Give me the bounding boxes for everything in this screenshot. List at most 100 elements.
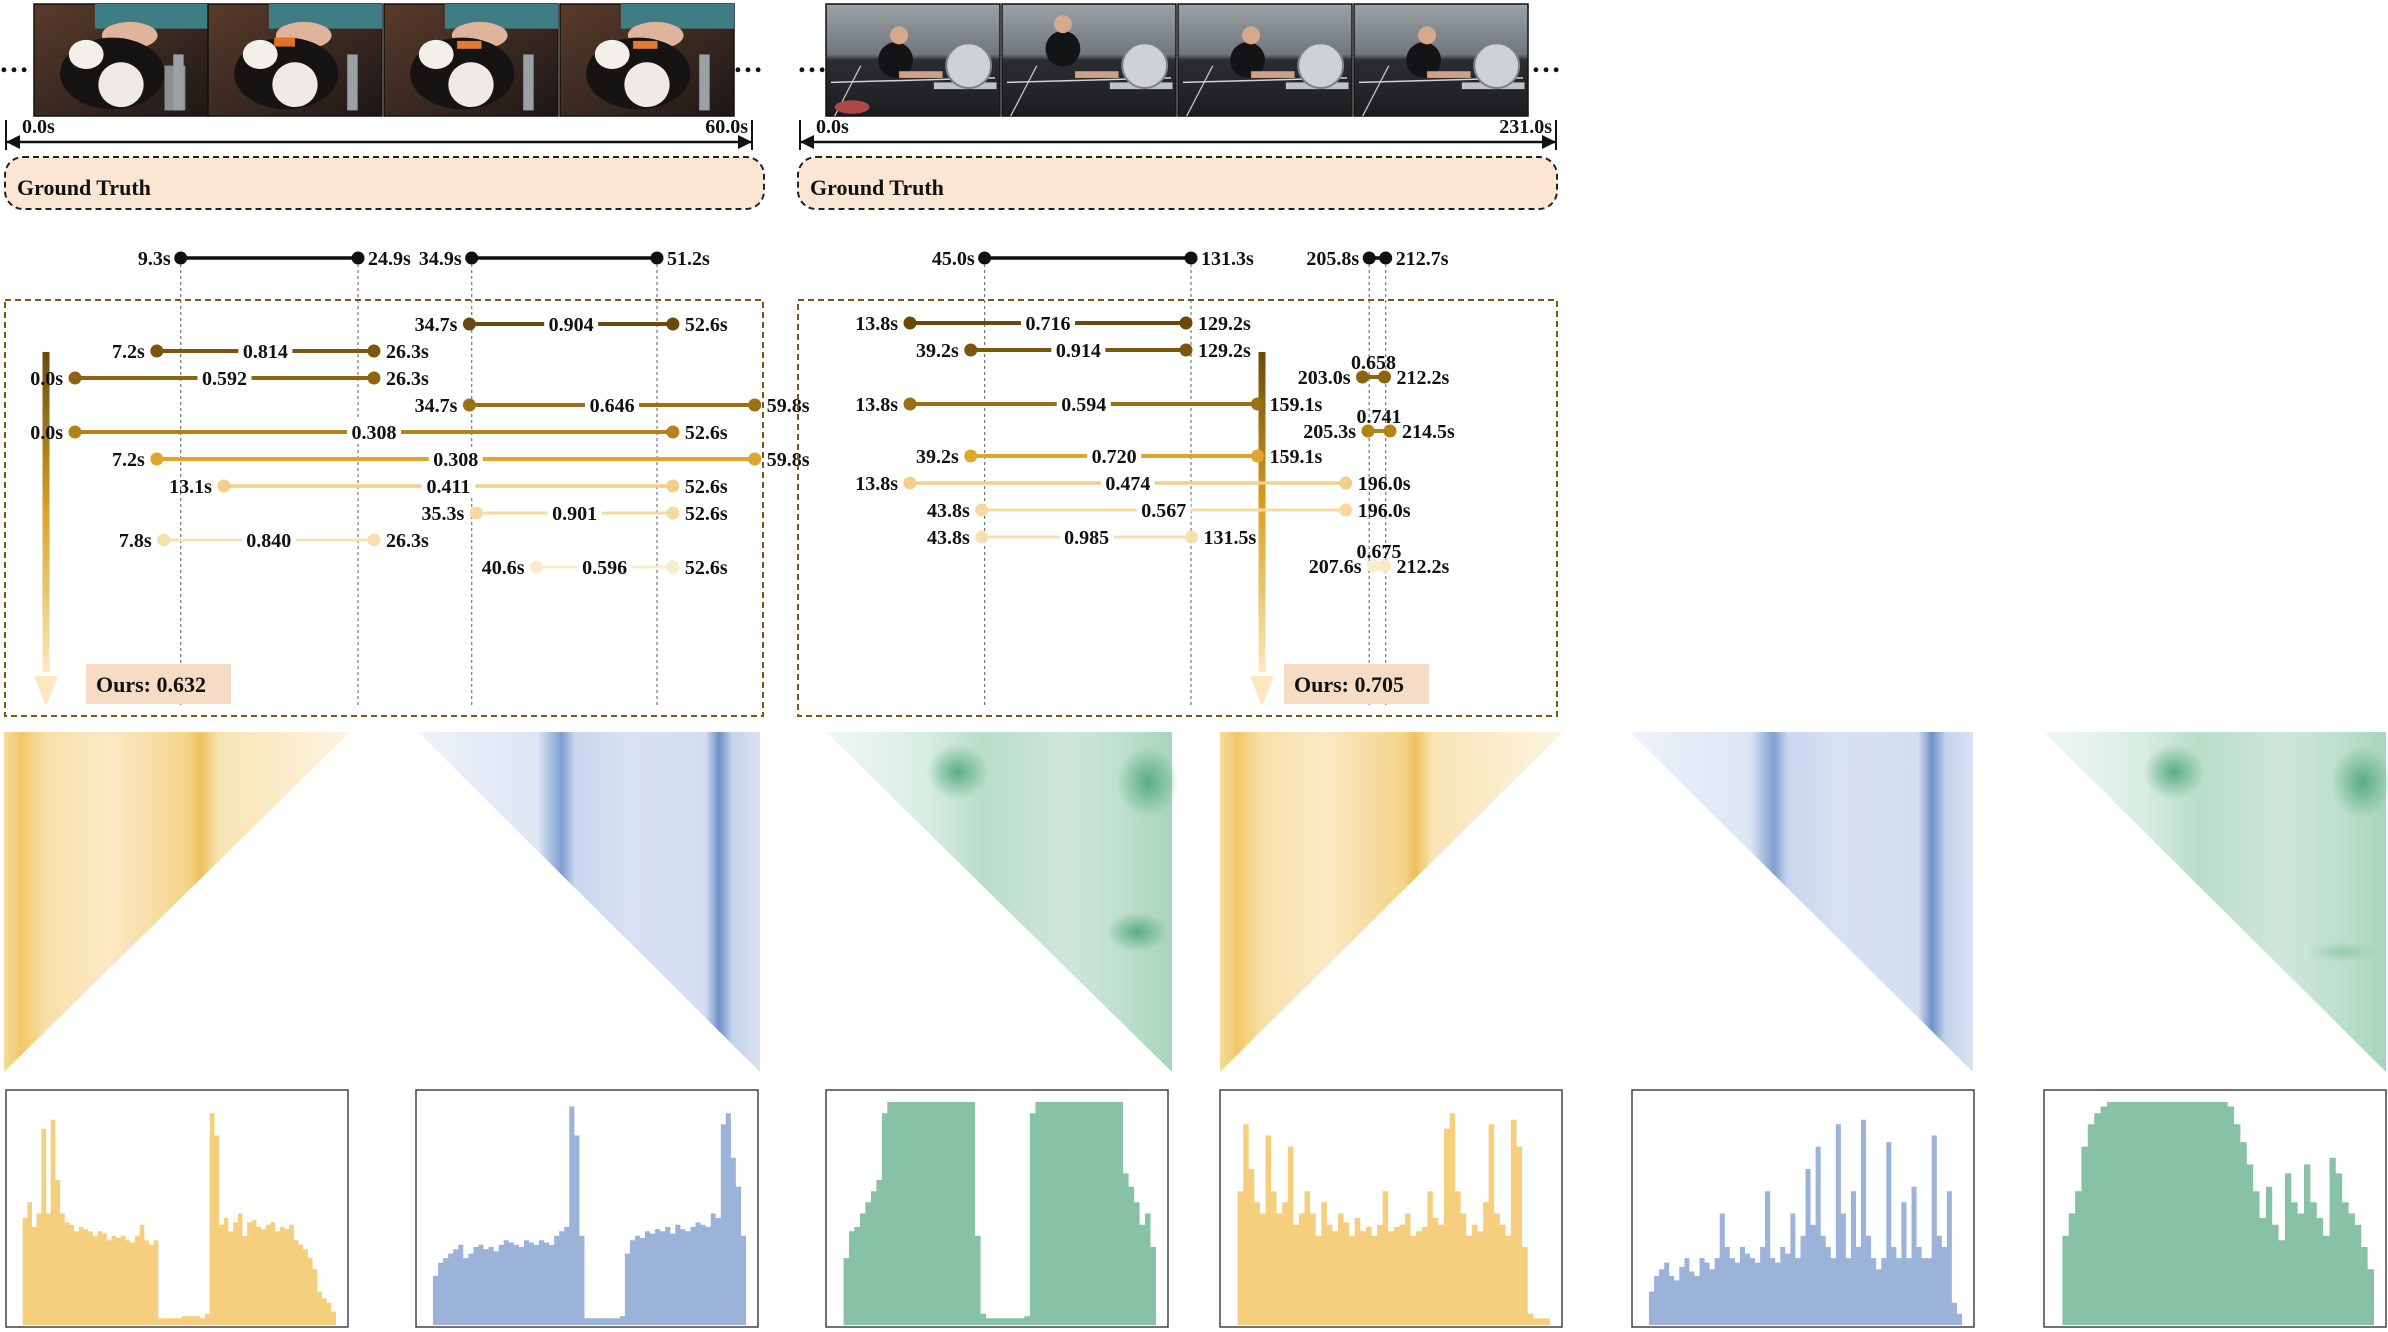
prediction-end-label: 52.6s — [685, 314, 728, 336]
prediction-start-label: 13.8s — [855, 473, 898, 495]
ellipsis-right: … — [1531, 46, 1561, 79]
rower-flywheel — [1297, 42, 1345, 89]
gt-end-label: 212.7s — [1396, 248, 1449, 270]
prediction-end-label: 159.1s — [1270, 394, 1323, 416]
clipper-shape — [274, 37, 295, 47]
heatmap-blob — [2307, 942, 2376, 962]
prediction-end-dot — [1179, 316, 1193, 330]
histogram-blue — [1631, 1089, 1975, 1328]
prediction-end-dot — [748, 452, 762, 466]
rower-flywheel — [945, 42, 993, 89]
histogram-bars — [1232, 1113, 1550, 1325]
cat-chest — [272, 62, 318, 108]
ground-truth-title: Ground Truth — [810, 175, 944, 200]
person-torso — [1230, 42, 1265, 78]
prediction-end-dot — [748, 398, 762, 412]
ranking-arrow-head — [1250, 676, 1274, 706]
prediction-start-dot — [217, 479, 231, 493]
heatmap-green — [826, 732, 1179, 1072]
heatmap-green-triangle — [826, 732, 1172, 1072]
prediction-end-dot — [1378, 559, 1392, 573]
prediction-score: 0.596 — [582, 557, 627, 579]
heatmap-blue — [418, 732, 760, 1072]
prediction-segment: 13.1s 52.6s 0.411 — [169, 474, 728, 498]
prediction-end-dot — [367, 371, 381, 385]
heatmap-yellow — [1220, 732, 1563, 1072]
sleeve-shape — [94, 4, 208, 29]
prediction-start-dot — [469, 506, 483, 520]
cat-chest — [448, 62, 494, 108]
floor-line — [1362, 65, 1390, 117]
gt-end-dot — [1184, 251, 1198, 265]
timeline-start-label: 0.0s — [816, 116, 849, 138]
score-bg — [1100, 471, 1155, 495]
bottle-shape — [523, 54, 534, 111]
gt-end-label: 24.9s — [368, 248, 411, 270]
predictions-box — [4, 299, 764, 717]
heatmap-yellow-triangle — [4, 732, 350, 1072]
ranking-arrow-shaft — [42, 352, 50, 672]
frame-cat-1 — [33, 3, 209, 117]
prediction-start-dot — [462, 317, 476, 331]
person-head — [1053, 15, 1072, 34]
sleeve-shape — [444, 4, 558, 29]
ranking-arrow-shaft — [1258, 352, 1266, 672]
prediction-score: 0.308 — [351, 422, 396, 444]
frame-cat-3 — [383, 3, 559, 117]
prediction-end-label: 59.8s — [767, 449, 810, 471]
prediction-start-dot — [1356, 370, 1370, 384]
prediction-segment: 207.6s 212.2s0.675 — [1309, 541, 1450, 578]
prediction-end-label: 196.0s — [1358, 473, 1411, 495]
heatmap-blob — [1106, 912, 1169, 952]
heatmap-blob — [1116, 746, 1179, 818]
person-torso — [1045, 30, 1081, 67]
ours-label: Ours: 0.632 — [96, 672, 206, 697]
prediction-score: 0.474 — [1105, 473, 1150, 495]
ground-truth-segment: 45.0s 131.3s — [932, 248, 1254, 706]
gt-start-dot — [1362, 251, 1376, 265]
histogram-green — [825, 1089, 1169, 1328]
cat-face — [594, 39, 630, 69]
prediction-end-label: 196.0s — [1358, 500, 1411, 522]
prediction-start-dot — [68, 371, 82, 385]
prediction-score: 0.594 — [1061, 394, 1106, 416]
prediction-end-label: 52.6s — [685, 422, 728, 444]
prediction-end-dot — [666, 560, 680, 574]
clipper-shape — [633, 40, 658, 49]
prediction-segment: 205.3s 214.5s0.741 — [1303, 406, 1455, 443]
prediction-start-dot — [903, 316, 917, 330]
prediction-end-label: 26.3s — [386, 341, 429, 363]
prediction-segment: 0.0s 52.6s 0.308 — [30, 420, 728, 444]
prediction-start-label: 0.0s — [30, 368, 63, 390]
ground-truth-segment: 9.3s 24.9s — [138, 248, 411, 706]
gt-start-label: 45.0s — [932, 248, 975, 270]
prediction-start-dot — [1361, 424, 1375, 438]
prediction-segment: 39.2s 159.1s 0.720 — [916, 444, 1323, 468]
heatmap-yellow-triangle — [1220, 732, 1563, 1072]
prediction-start-dot — [157, 533, 171, 547]
floor-line — [1010, 65, 1038, 117]
heatmap-blob — [2331, 746, 2388, 818]
score-bg — [1059, 525, 1114, 549]
prediction-score: 0.716 — [1026, 313, 1071, 335]
ground-truth-title: Ground Truth — [17, 175, 151, 200]
heatmap-blue — [1630, 732, 1973, 1072]
score-bg — [346, 420, 401, 444]
gt-start-label: 205.8s — [1306, 248, 1359, 270]
score-bg — [1021, 311, 1075, 335]
person-head — [1242, 26, 1261, 45]
person-head — [890, 26, 909, 45]
ours-label: Ours: 0.705 — [1294, 672, 1404, 697]
heatmap-green — [2044, 732, 2388, 1072]
prediction-segment: 203.0s 212.2s0.658 — [1298, 352, 1450, 389]
rower-flywheel — [1121, 42, 1169, 89]
ground-truth-segment: 205.8s 212.7s — [1306, 248, 1449, 706]
prediction-start-dot — [903, 397, 917, 411]
prediction-end-dot — [1251, 397, 1265, 411]
panel-right: … … 0.0s 231.0s Ground Truth 45.0s 131.3s 205.8… — [797, 3, 2388, 1328]
prediction-end-label: 52.6s — [685, 476, 728, 498]
timeline-arrow-right — [738, 135, 752, 149]
prediction-segment: 0.0s 26.3s 0.592 — [30, 366, 429, 390]
prediction-end-label: 159.1s — [1270, 446, 1323, 468]
prediction-segment: 43.8s 131.5s 0.985 — [927, 525, 1257, 549]
